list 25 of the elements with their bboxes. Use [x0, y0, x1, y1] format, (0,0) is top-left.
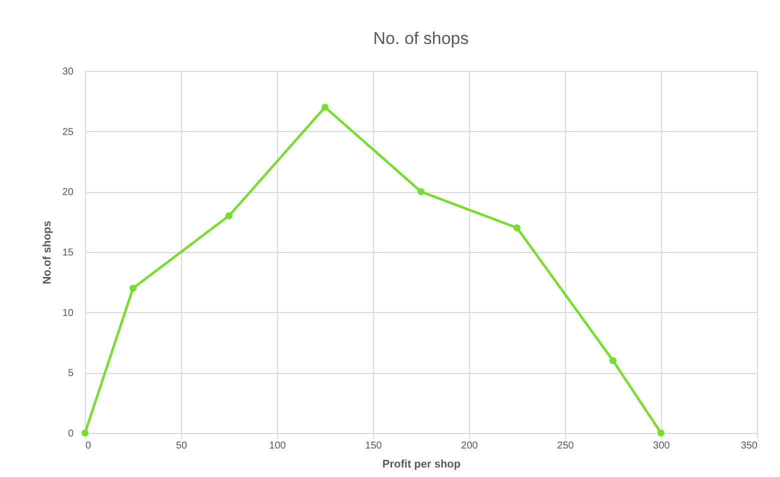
x-tick-label: 200	[461, 440, 478, 452]
point	[129, 284, 137, 292]
point	[417, 188, 425, 196]
y-tick-label: 30	[62, 66, 74, 78]
y-axis-title: No.of shops	[41, 220, 54, 284]
x-axis-title: Profit per shop	[382, 458, 461, 470]
point	[321, 104, 329, 111]
y-tick-label: 20	[62, 187, 74, 198]
x-tick-label: 300	[653, 440, 670, 452]
y-tick-label: 0	[68, 428, 74, 440]
y-tick-label: 15	[62, 248, 74, 258]
x-tick-label: 0	[86, 440, 92, 452]
x-tick-label: 250	[557, 440, 574, 452]
x-tick-label: 50	[176, 440, 188, 452]
x-tick-label: 100	[269, 440, 286, 452]
chart-title: No. of shops	[373, 29, 469, 48]
y-tick-label: 10	[62, 308, 74, 319]
point	[513, 224, 521, 232]
y-tick-label: 5	[68, 368, 74, 380]
point	[81, 429, 89, 437]
y-tick-label: 25	[62, 126, 74, 138]
point	[609, 357, 617, 364]
x-tick-label: 350	[740, 440, 758, 452]
x-tick-label: 150	[365, 440, 382, 452]
point	[225, 212, 233, 220]
